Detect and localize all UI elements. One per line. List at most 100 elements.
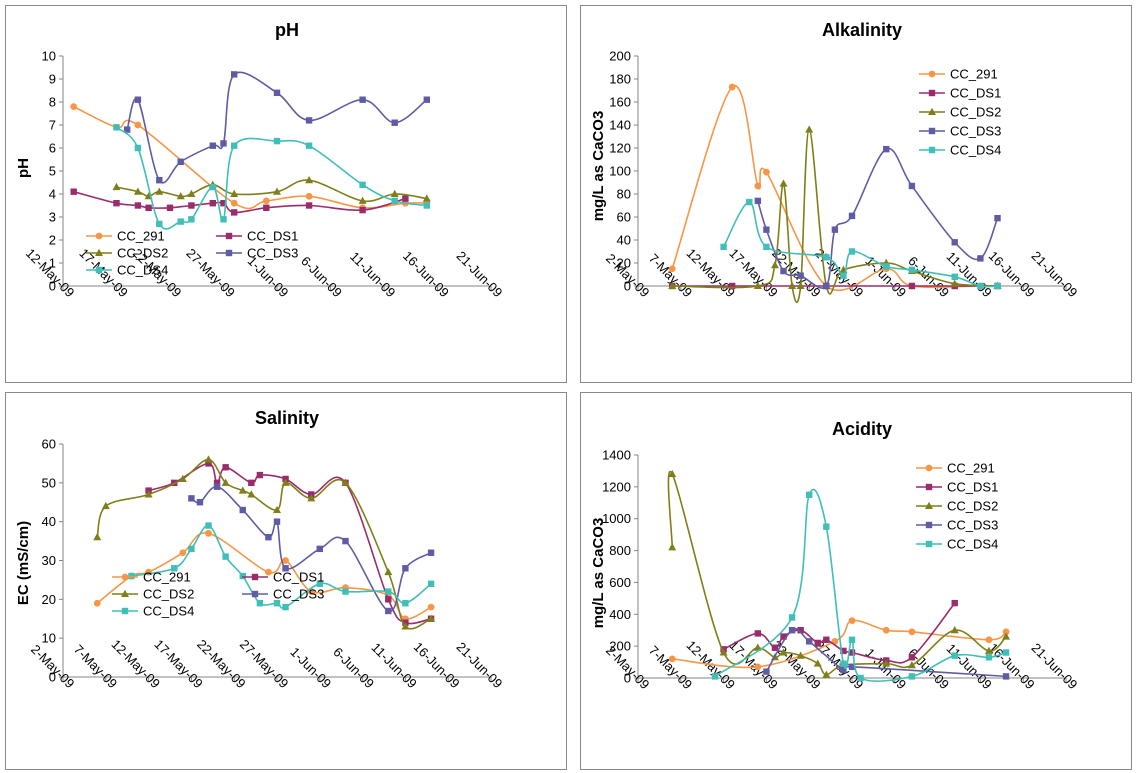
data-point xyxy=(178,159,184,165)
legend: CC_291 CC_DS1 CC_DS2 CC_DS3 CC_DS4 xyxy=(919,67,1001,158)
data-point xyxy=(780,179,788,186)
data-point xyxy=(849,637,855,643)
legend-label: CC_DS4 xyxy=(947,537,998,552)
y-tick-label: 7 xyxy=(49,118,56,133)
data-point xyxy=(763,226,769,232)
data-point xyxy=(188,495,194,501)
legend-swatch-marker xyxy=(96,233,103,240)
data-point xyxy=(668,543,676,550)
data-point xyxy=(669,265,676,272)
chart-ph: pHpH01234567891012-May-0917-May-0922-May… xyxy=(6,6,568,384)
data-point xyxy=(188,202,194,208)
legend-swatch-marker xyxy=(122,574,129,581)
data-point xyxy=(994,215,1000,221)
legend-label: CC_DS1 xyxy=(947,480,998,495)
chart-panel-acidity: Acidity mg/L as CaCO3 0 200 400 600 800 1000 120… xyxy=(580,392,1132,770)
legend-label: CC_291 xyxy=(950,67,998,82)
data-point xyxy=(222,553,228,559)
data-point xyxy=(317,546,323,552)
data-point xyxy=(402,195,408,201)
legend-label: CC_291 xyxy=(143,570,191,585)
data-point xyxy=(205,522,211,528)
data-point xyxy=(210,200,216,206)
data-point xyxy=(729,84,736,91)
x-tick-label: 16-Jun-09 xyxy=(986,640,1038,692)
y-tick-label: 800 xyxy=(609,543,631,558)
data-point xyxy=(815,640,821,646)
data-point xyxy=(71,189,77,195)
x-tick-label: 6-Jun-09 xyxy=(298,253,345,300)
legend-swatch-marker xyxy=(226,250,232,256)
data-point xyxy=(883,627,890,634)
data-point xyxy=(729,283,735,289)
chart-title: Acidity xyxy=(832,419,892,439)
data-point xyxy=(952,239,958,245)
data-point xyxy=(909,673,915,679)
data-point xyxy=(994,283,1000,289)
data-point xyxy=(772,645,778,651)
data-point xyxy=(797,272,803,278)
legend-swatch-marker xyxy=(226,233,232,239)
data-point xyxy=(197,499,203,505)
data-point xyxy=(849,248,855,254)
data-point xyxy=(135,97,141,103)
data-point xyxy=(424,202,430,208)
legend-label: CC_DS3 xyxy=(947,518,998,533)
data-point xyxy=(113,200,119,206)
data-point xyxy=(789,614,795,620)
data-point xyxy=(188,216,194,222)
y-axis-label: mg/L as CaCO3 xyxy=(590,111,607,222)
data-point xyxy=(977,283,983,289)
y-tick-label: 8 xyxy=(49,95,56,110)
data-point xyxy=(909,267,915,273)
legend: CC_291 CC_DS1 CC_DS2 CC_DS3 CC_DS4 xyxy=(112,570,324,619)
y-tick-label: 120 xyxy=(609,141,631,156)
data-point xyxy=(909,283,915,289)
data-point xyxy=(240,573,246,579)
y-tick-label: 6 xyxy=(49,141,56,156)
series-line xyxy=(127,72,427,183)
data-point xyxy=(986,654,992,660)
data-point xyxy=(986,636,993,643)
data-point xyxy=(952,274,958,280)
y-tick-label: 4 xyxy=(49,187,56,202)
data-point xyxy=(428,581,434,587)
y-tick-label: 600 xyxy=(609,575,631,590)
data-point xyxy=(265,534,271,540)
data-point xyxy=(113,183,121,190)
legend-swatch-marker xyxy=(926,465,933,472)
data-point xyxy=(806,492,812,498)
data-point xyxy=(231,200,238,207)
data-point xyxy=(282,604,288,610)
data-point xyxy=(763,169,770,176)
data-point xyxy=(135,202,141,208)
legend-swatch-marker xyxy=(252,574,258,580)
data-point xyxy=(359,182,365,188)
data-point xyxy=(755,630,761,636)
x-tick-label: 16-Jun-09 xyxy=(986,248,1038,300)
legend-swatch-marker xyxy=(929,90,935,96)
legend-label: CC_DS1 xyxy=(950,86,1001,101)
x-tick-label: 21-Jun-09 xyxy=(453,248,505,300)
x-tick-label: 16-Jun-09 xyxy=(411,639,463,691)
y-axis-label: EC (mS/cm) xyxy=(15,521,32,605)
legend-label: CC_DS1 xyxy=(273,570,324,585)
x-tick-label: 1-Jun-09 xyxy=(287,644,334,691)
series-line xyxy=(117,127,427,229)
data-point xyxy=(789,627,795,633)
data-point xyxy=(214,484,220,490)
data-point xyxy=(342,588,348,594)
chart-panel-salinity: Salinity EC (mS/cm) 0 10 20 30 40 50 60 2-May-09 7… xyxy=(5,392,567,770)
data-point xyxy=(135,145,141,151)
data-point xyxy=(669,655,676,662)
x-tick-label: 21-Jun-09 xyxy=(453,639,505,691)
legend-swatch-marker xyxy=(926,522,932,528)
data-point xyxy=(1003,673,1009,679)
data-point xyxy=(840,660,846,666)
data-point xyxy=(220,140,226,146)
data-point xyxy=(402,565,408,571)
data-point xyxy=(306,117,312,123)
data-point xyxy=(156,177,162,183)
legend-label: CC_291 xyxy=(117,229,165,244)
legend-label: CC_DS4 xyxy=(143,604,194,619)
